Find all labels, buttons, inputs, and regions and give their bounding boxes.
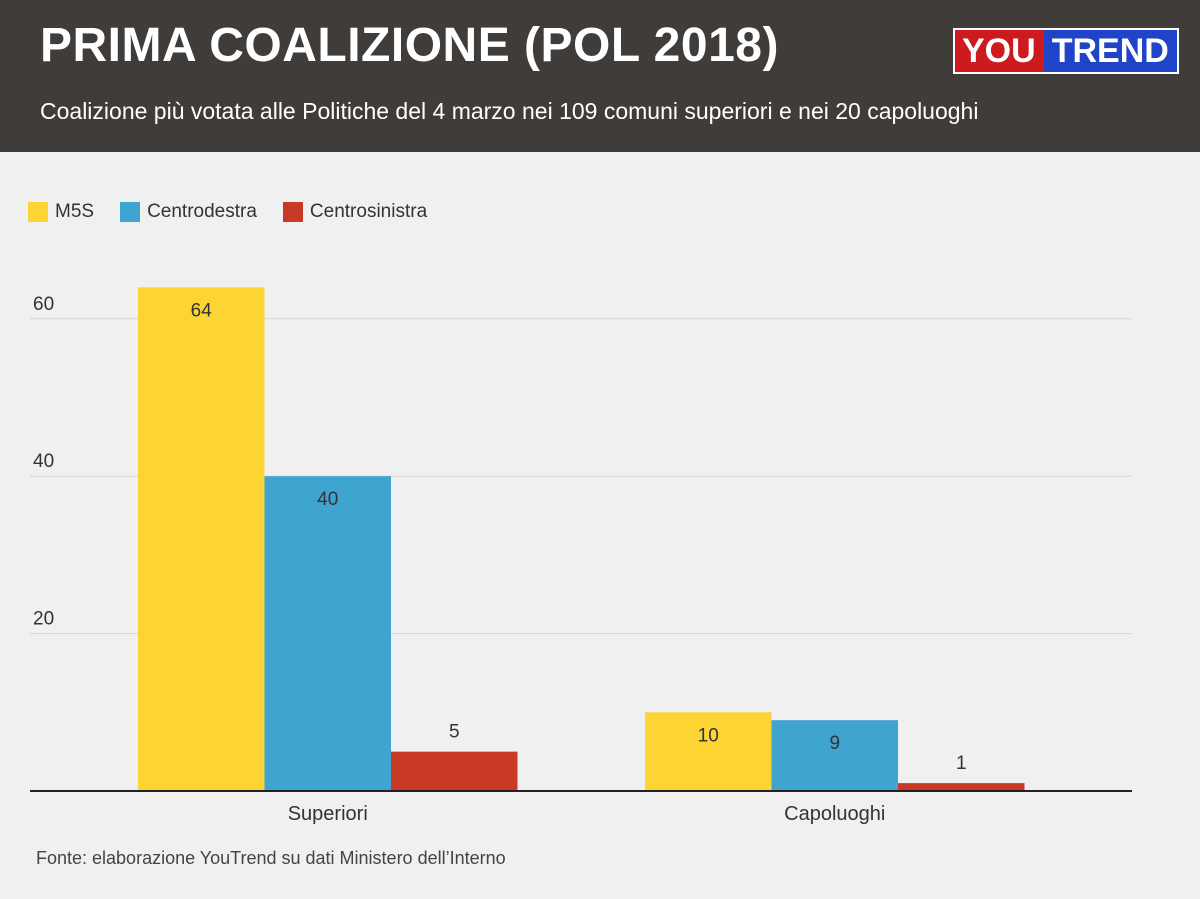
legend-item-m5s: M5S <box>28 201 94 223</box>
chart-title: PRIMA COALIZIONE (POL 2018) <box>40 19 779 72</box>
header: PRIMA COALIZIONE (POL 2018) Coalizione p… <box>0 0 1200 152</box>
bar-centrosinistra-capoluoghi <box>898 783 1025 791</box>
chart-subtitle: Coalizione più votata alle Politiche del… <box>40 98 979 124</box>
legend-label-centrosinistra: Centrosinistra <box>309 201 428 222</box>
legend-label-m5s: M5S <box>55 201 95 222</box>
legend-swatch-centrodestra <box>120 202 141 222</box>
value-label-m5s-superiori: 64 <box>191 300 213 321</box>
y-tick-label-40: 40 <box>33 451 54 472</box>
value-label-centrosinistra-superiori: 5 <box>449 722 460 743</box>
value-label-centrosinistra-capoluoghi: 1 <box>956 753 967 774</box>
value-label-centrodestra-capoluoghi: 9 <box>829 733 840 754</box>
bar-m5s-superiori <box>138 287 265 791</box>
bar-centrodestra-superiori <box>264 476 391 791</box>
value-label-m5s-capoluoghi: 10 <box>698 725 719 746</box>
source-note: Fonte: elaborazione YouTrend su dati Min… <box>36 848 506 868</box>
legend-item-centrosinistra: Centrosinistra <box>282 201 428 223</box>
bar-centrosinistra-superiori <box>391 751 518 791</box>
chart-legend: M5S Centrodestra Centrosinistra <box>28 201 453 223</box>
logo-you: YOU <box>955 30 1044 72</box>
youtrend-logo: YOU TREND <box>953 28 1179 74</box>
bar-m5s-capoluoghi <box>645 712 772 791</box>
legend-swatch-m5s <box>28 202 48 222</box>
legend-label-centrodestra: Centrodestra <box>147 201 257 222</box>
value-label-centrodestra-superiori: 40 <box>317 489 338 510</box>
bar-centrodestra-capoluoghi <box>771 720 898 791</box>
logo-trend: TREND <box>1043 30 1177 72</box>
x-tick-label-capoluoghi: Capoluoghi <box>784 803 885 825</box>
y-tick-label-60: 60 <box>33 294 54 315</box>
legend-item-centrodestra: Centrodestra <box>120 201 257 223</box>
y-tick-label-20: 20 <box>33 609 54 630</box>
x-tick-label-superiori: Superiori <box>288 803 368 825</box>
legend-swatch-centrosinistra <box>282 202 303 222</box>
